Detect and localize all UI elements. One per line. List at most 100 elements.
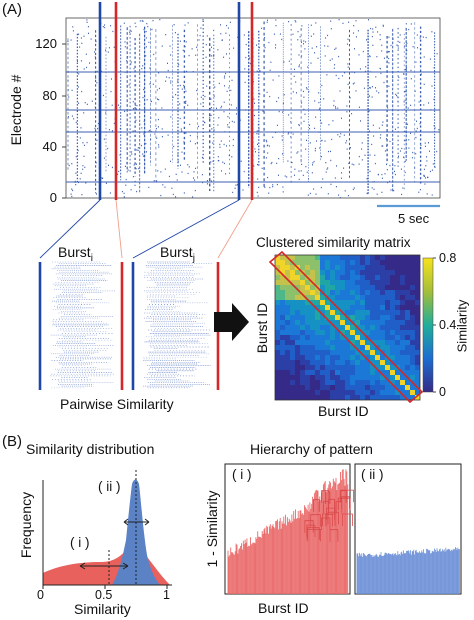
matrix-cell	[310, 385, 316, 391]
raster-spike	[412, 46, 414, 48]
matrix-cell	[305, 255, 311, 261]
raster-spike	[95, 40, 97, 43]
matrix-cell	[395, 375, 401, 381]
raster-spike	[223, 77, 225, 79]
raster-spike	[232, 144, 234, 147]
raster-spike	[416, 120, 417, 122]
raster-spike	[398, 76, 400, 79]
raster-spike	[113, 46, 115, 48]
raster-spike	[187, 172, 189, 175]
raster-spike	[357, 30, 359, 32]
matrix-cell	[290, 330, 296, 336]
raster-spike	[424, 145, 426, 147]
matrix-cell	[340, 325, 346, 331]
raster-spike	[181, 151, 183, 153]
matrix-cell	[395, 290, 401, 296]
raster-spike	[382, 24, 384, 26]
matrix-cell	[275, 285, 281, 291]
raster-spike	[125, 184, 127, 186]
raster-spike	[271, 161, 273, 164]
raster-spike	[129, 31, 131, 33]
matrix-cell	[325, 345, 331, 351]
raster-spike	[264, 186, 266, 188]
raster-spike	[211, 55, 213, 57]
matrix-cell	[290, 280, 296, 286]
raster-spike	[175, 196, 177, 198]
raster-spike	[180, 164, 181, 166]
raster-spike	[212, 160, 214, 162]
raster-spike	[358, 163, 360, 165]
matrix-cell	[370, 345, 376, 351]
raster-spike	[345, 142, 347, 144]
matrix-cell	[380, 365, 386, 371]
raster-spike	[150, 117, 152, 119]
raster-spike	[108, 164, 109, 166]
matrix-cell	[335, 335, 341, 341]
burst-i-spikes	[50, 261, 116, 389]
matrix-cell	[335, 380, 341, 386]
matrix-cell	[390, 295, 396, 301]
raster-spike	[76, 60, 78, 62]
matrix-cell	[285, 325, 291, 331]
raster-spike	[382, 25, 384, 27]
raster-spike	[131, 151, 133, 153]
matrix-cell	[330, 290, 336, 296]
matrix-cell	[300, 255, 306, 261]
raster-spike	[223, 162, 225, 165]
raster-spike	[373, 188, 375, 190]
matrix-cell	[345, 320, 351, 326]
matrix-cell	[290, 255, 296, 261]
matrix-cell	[400, 255, 406, 261]
matrix-cell	[385, 380, 391, 386]
matrix-cell	[385, 265, 391, 271]
matrix-cell	[275, 325, 281, 331]
matrix-cell	[400, 290, 406, 296]
matrix-cell	[400, 380, 406, 386]
raster-spike	[275, 131, 277, 134]
raster-spike	[370, 27, 372, 30]
raster-spike	[135, 84, 137, 86]
raster-spike	[130, 30, 132, 32]
matrix-cell	[385, 350, 391, 356]
raster-spike	[272, 186, 274, 188]
process-arrow	[214, 303, 249, 341]
raster-spike	[74, 180, 76, 183]
raster-spike	[287, 160, 289, 162]
raster-spike	[310, 35, 312, 37]
raster-spike	[135, 168, 137, 170]
matrix-cell	[400, 385, 406, 391]
matrix-cell	[355, 275, 361, 281]
raster-spike	[153, 53, 155, 56]
matrix-cell	[380, 265, 386, 271]
raster-spike	[288, 114, 290, 116]
matrix-cell	[275, 270, 281, 276]
matrix-cell	[365, 370, 371, 376]
raster-spike	[419, 189, 421, 191]
matrix-cell	[360, 380, 366, 386]
raster-spike	[94, 127, 96, 130]
raster-spike	[80, 127, 82, 129]
raster-spike	[160, 171, 162, 173]
matrix-cell	[390, 345, 396, 351]
matrix-cell	[325, 380, 331, 386]
matrix-cell	[365, 330, 371, 336]
matrix-cell	[415, 355, 420, 361]
matrix-cell	[330, 350, 336, 356]
matrix-cell	[385, 370, 391, 376]
matrix-cell	[395, 325, 401, 331]
raster-spike	[380, 72, 382, 75]
matrix-cell	[295, 270, 301, 276]
matrix-cell	[380, 355, 386, 361]
matrix-cell	[285, 385, 291, 391]
raster-spike	[383, 81, 385, 84]
raster-spike	[223, 56, 225, 58]
raster-spike	[390, 44, 392, 47]
raster-spike	[404, 140, 406, 142]
matrix-cell	[280, 360, 286, 366]
matrix-cell	[335, 360, 341, 366]
raster-spike	[258, 106, 260, 108]
matrix-cell	[345, 375, 351, 381]
raster-spike	[424, 175, 426, 177]
matrix-cell	[330, 280, 336, 286]
raster-spike	[183, 84, 185, 87]
